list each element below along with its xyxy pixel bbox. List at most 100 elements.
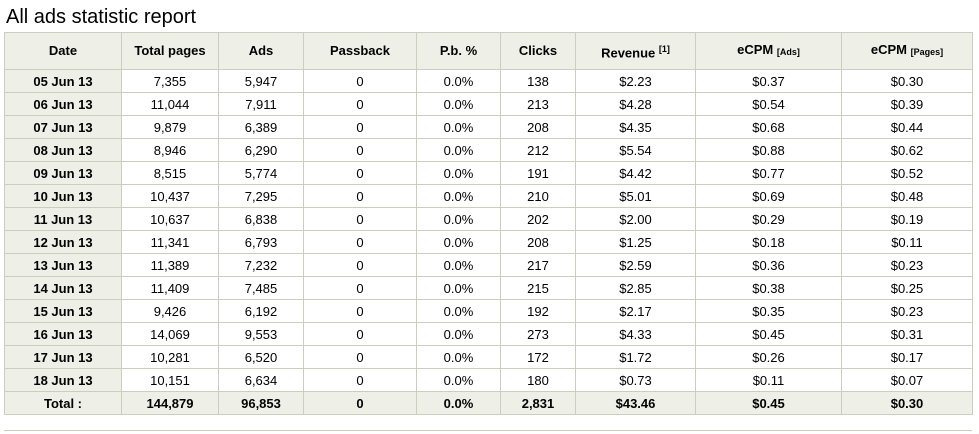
table-cell: 0: [303, 184, 417, 208]
table-cell: 0: [303, 230, 417, 254]
column-header-passback: Passback: [303, 32, 417, 70]
table-cell: 0.0%: [416, 207, 501, 231]
table-row: 05 Jun 13 7,355 5,947 0 0.0% 138 $2.23 $0.37 $0.…: [4, 69, 973, 93]
table-cell: 11,409: [121, 276, 219, 300]
table-cell: 0.0%: [416, 92, 501, 116]
table-cell: 0.0%: [416, 322, 501, 346]
table-cell: 10,151: [121, 368, 219, 392]
table-cell: 9,426: [121, 299, 219, 323]
table-cell: $2.85: [575, 276, 696, 300]
footnote-marker: [1]: [658, 43, 670, 54]
table-cell: $2.59: [575, 253, 696, 277]
table-cell: $2.17: [575, 299, 696, 323]
table-cell: $4.28: [575, 92, 696, 116]
column-header-pb-percent: P.b. %: [416, 32, 501, 70]
table-cell: 208: [500, 230, 576, 254]
table-cell: $0.23: [841, 253, 973, 277]
table-row: 09 Jun 13 8,515 5,774 0 0.0% 191 $4.42 $0.77 $0.…: [4, 161, 973, 185]
table-cell: $0.88: [695, 138, 842, 162]
table-cell: 11,389: [121, 253, 219, 277]
table-cell: $0.45: [695, 322, 842, 346]
header-label: Ads: [248, 43, 274, 58]
table-cell: 6,634: [218, 368, 304, 392]
table-cell: 210: [500, 184, 576, 208]
bottom-divider: [4, 430, 972, 431]
table-cell: 10,281: [121, 345, 219, 369]
total-row: Total :144,879 96,853 0 0.0% 2,831 $43.46 $0.4…: [4, 391, 973, 415]
table-cell: 7,295: [218, 184, 304, 208]
table-cell: 10,437: [121, 184, 219, 208]
table-row: 08 Jun 13 8,946 6,290 0 0.0% 212 $5.54 $0.88 $0.…: [4, 138, 973, 162]
table-row: 11 Jun 13 10,637 6,838 0 0.0% 202 $2.00 $0.29 $0…: [4, 207, 973, 231]
table-row: 13 Jun 13 11,389 7,232 0 0.0% 217 $2.59 $0.36 $0…: [4, 253, 973, 277]
table-cell: 0: [303, 253, 417, 277]
table-cell: 5,947: [218, 69, 304, 93]
table-cell: 0: [303, 299, 417, 323]
table-row: 15 Jun 13 9,426 6,192 0 0.0% 192 $2.17 $0.35 $0.…: [4, 299, 973, 323]
total-cell: $0.30: [841, 391, 973, 415]
table-cell: $0.36: [695, 253, 842, 277]
header-label: eCPM: [870, 42, 907, 57]
column-header-ads: Ads: [218, 32, 304, 70]
column-header-date: Date: [4, 32, 122, 70]
table-cell: $0.38: [695, 276, 842, 300]
table-cell: 6,192: [218, 299, 304, 323]
header-qualifier: [Pages]: [910, 47, 944, 57]
table-cell: $0.23: [841, 299, 973, 323]
total-cell: 144,879: [121, 391, 219, 415]
table-cell: 0.0%: [416, 184, 501, 208]
table-row: 07 Jun 13 9,879 6,389 0 0.0% 208 $4.35 $0.68 $0.…: [4, 115, 973, 139]
table-cell: 11,044: [121, 92, 219, 116]
total-cell: 0: [303, 391, 417, 415]
date-cell: 06 Jun 13: [4, 92, 122, 116]
table-cell: 6,793: [218, 230, 304, 254]
total-cell: 2,831: [500, 391, 576, 415]
header-label: Passback: [330, 43, 390, 58]
date-cell: 17 Jun 13: [4, 345, 122, 369]
table-cell: $4.42: [575, 161, 696, 185]
header-label: Clicks: [518, 43, 558, 58]
table-cell: $0.30: [841, 69, 973, 93]
table-row: 06 Jun 13 11,044 7,911 0 0.0% 213 $4.28 $0.54 $0…: [4, 92, 973, 116]
table-cell: 0: [303, 345, 417, 369]
table-cell: 273: [500, 322, 576, 346]
table-cell: 172: [500, 345, 576, 369]
table-cell: $0.39: [841, 92, 973, 116]
table-cell: 7,485: [218, 276, 304, 300]
table-cell: $0.73: [575, 368, 696, 392]
table-cell: 0.0%: [416, 345, 501, 369]
table-cell: 208: [500, 115, 576, 139]
table-cell: $0.26: [695, 345, 842, 369]
date-cell: 07 Jun 13: [4, 115, 122, 139]
header-row: Date Total pages Ads Passback P.b. % Clicks Re…: [4, 32, 973, 70]
date-cell: 11 Jun 13: [4, 207, 122, 231]
table-cell: $0.52: [841, 161, 973, 185]
page-title: All ads statistic report: [6, 6, 197, 28]
table-cell: 6,290: [218, 138, 304, 162]
date-cell: 18 Jun 13: [4, 368, 122, 392]
table-cell: $0.54: [695, 92, 842, 116]
table-cell: 138: [500, 69, 576, 93]
table-cell: 0: [303, 138, 417, 162]
table-cell: 0: [303, 368, 417, 392]
header-label: eCPM: [737, 42, 774, 57]
column-header-clicks: Clicks: [500, 32, 576, 70]
table-cell: 7,232: [218, 253, 304, 277]
table-cell: 217: [500, 253, 576, 277]
header-label: Revenue: [601, 45, 656, 61]
column-header-revenue: Revenue [1]: [575, 32, 696, 70]
table-cell: 0.0%: [416, 69, 501, 93]
table-cell: $0.11: [841, 230, 973, 254]
table-cell: 10,637: [121, 207, 219, 231]
table-cell: $0.18: [695, 230, 842, 254]
table-cell: 6,838: [218, 207, 304, 231]
table-cell: 192: [500, 299, 576, 323]
table-cell: 0: [303, 276, 417, 300]
table-cell: 0.0%: [416, 253, 501, 277]
table-cell: 8,946: [121, 138, 219, 162]
column-header-total-pages: Total pages: [121, 32, 219, 70]
table-cell: 14,069: [121, 322, 219, 346]
date-cell: 08 Jun 13: [4, 138, 122, 162]
table-cell: $4.33: [575, 322, 696, 346]
table-cell: 0: [303, 115, 417, 139]
